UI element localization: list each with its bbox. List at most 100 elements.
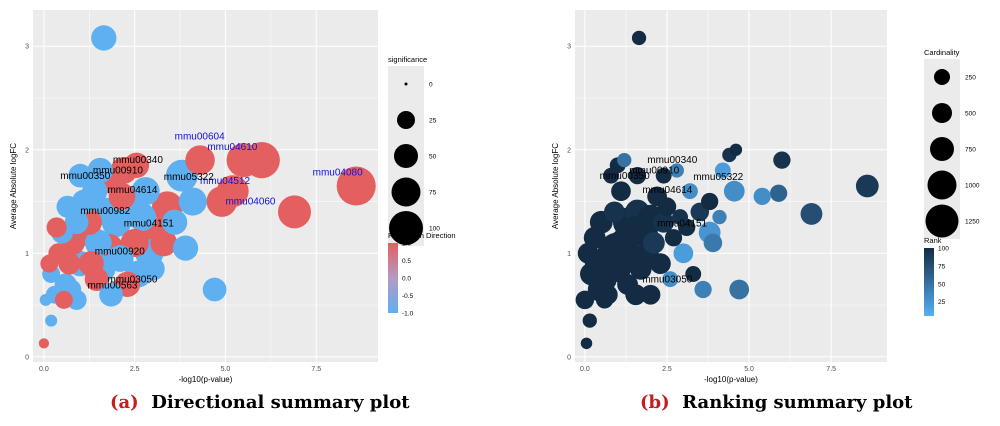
bubble xyxy=(84,229,112,257)
bubble xyxy=(131,177,160,206)
bubble xyxy=(46,217,67,238)
bubble xyxy=(580,262,603,286)
bubble xyxy=(161,209,188,235)
pathway-label: mmu03050 xyxy=(642,274,692,285)
y-tick-label: 3 xyxy=(25,44,29,51)
pathway-label: mmu00563 xyxy=(87,280,137,291)
bubble xyxy=(753,187,771,205)
bubble xyxy=(277,195,311,229)
size-legend-title: significance xyxy=(388,55,427,64)
bubble xyxy=(622,216,646,239)
y-tick-label: 1 xyxy=(567,251,571,258)
size-legend-key xyxy=(934,69,950,85)
size-legend-key xyxy=(932,103,952,123)
size-legend-key xyxy=(927,170,957,200)
pathway-label: mmu00340 xyxy=(647,155,697,166)
pathway-label: mmu00910 xyxy=(93,166,143,177)
bubble xyxy=(701,192,719,211)
pathway-label: mmu00340 xyxy=(113,155,163,166)
bubble xyxy=(336,166,376,206)
pathway-label: mmu05322 xyxy=(693,172,743,183)
size-legend-key xyxy=(397,111,415,129)
bubble xyxy=(108,182,136,210)
y-axis-title: Average Absolute logFC xyxy=(9,143,18,229)
color-legend-bar xyxy=(388,243,398,313)
pathway-label: mmu04614 xyxy=(107,185,157,196)
bubble xyxy=(769,184,788,202)
size-legend-label: 1250 xyxy=(965,219,980,226)
color-legend-label: 75 xyxy=(938,263,946,270)
bubble xyxy=(577,242,599,264)
size-legend-label: 250 xyxy=(965,75,976,82)
size-legend-key xyxy=(930,137,954,161)
size-legend-label: 25 xyxy=(429,118,437,125)
bubble xyxy=(84,267,109,292)
bubble xyxy=(87,157,113,184)
pathway-label: mmu03050 xyxy=(107,274,157,285)
bubble xyxy=(800,203,823,225)
y-tick-label: 2 xyxy=(25,147,29,154)
color-legend-label: -1.0 xyxy=(402,311,414,318)
x-tick-labels: 0.0 2.5 5.0 7.5 xyxy=(580,366,836,373)
bubble xyxy=(185,145,215,175)
size-legend-label: 0 xyxy=(429,82,433,89)
size-legend-label: 500 xyxy=(965,111,976,118)
bubble xyxy=(150,229,178,257)
caption-b: (b) Ranking summary plot xyxy=(640,392,912,413)
bubble xyxy=(712,209,727,225)
y-tick-label: 0 xyxy=(567,354,571,361)
bubble xyxy=(649,253,671,275)
x-tick-label: 7.5 xyxy=(311,366,321,373)
x-tick-label: 5.0 xyxy=(221,366,231,373)
caption-a-text: Directional summary plot xyxy=(151,392,410,413)
bubble xyxy=(127,202,157,232)
bubble xyxy=(682,183,698,200)
color-legend-title: Rank xyxy=(924,236,942,245)
x-tick-label: 0.0 xyxy=(39,366,49,373)
bubble xyxy=(642,232,665,254)
bubble xyxy=(625,284,647,306)
bubble xyxy=(582,313,597,328)
pathway-label: mmu00604 xyxy=(175,131,225,142)
bubble xyxy=(694,280,712,299)
caption-b-tag: (b) xyxy=(640,392,670,413)
bubble xyxy=(91,25,117,51)
bubble xyxy=(595,291,614,309)
size-legend-label: 750 xyxy=(965,147,976,154)
bubble xyxy=(603,167,620,184)
size-legend-title: Cardinality xyxy=(924,48,960,57)
x-tick-label: 7.5 xyxy=(826,366,836,373)
size-legend-label: 1000 xyxy=(965,183,980,190)
bubble xyxy=(123,152,150,178)
bubble xyxy=(685,266,702,282)
pathway-label: mmu04151 xyxy=(124,218,174,229)
x-tick-label: 2.5 xyxy=(662,366,672,373)
bubble xyxy=(703,233,723,253)
bubble xyxy=(617,152,632,168)
pathway-label: mmu04080 xyxy=(313,168,363,179)
bubble xyxy=(38,338,50,349)
color-legend-label: 0.5 xyxy=(402,258,411,265)
bubble xyxy=(202,277,227,302)
pathway-label: mmu00982 xyxy=(80,206,130,217)
color-legend-label: 0.0 xyxy=(402,276,411,283)
bubble xyxy=(575,290,595,310)
color-legend-title: Regulation Direction xyxy=(388,231,456,240)
bubble xyxy=(640,284,661,305)
bubble xyxy=(206,186,238,217)
caption-b-text: Ranking summary plot xyxy=(682,392,913,413)
bubble xyxy=(178,187,207,216)
bubble xyxy=(68,163,93,188)
bubble xyxy=(39,293,52,306)
y-tick-labels: 0 1 2 3 xyxy=(25,44,29,362)
pathway-label: mmu00920 xyxy=(95,246,145,257)
size-legend-label: 50 xyxy=(429,154,437,161)
x-axis-title: -log10(p-value) xyxy=(704,375,758,384)
bubble xyxy=(45,314,58,327)
bubble xyxy=(580,337,593,350)
